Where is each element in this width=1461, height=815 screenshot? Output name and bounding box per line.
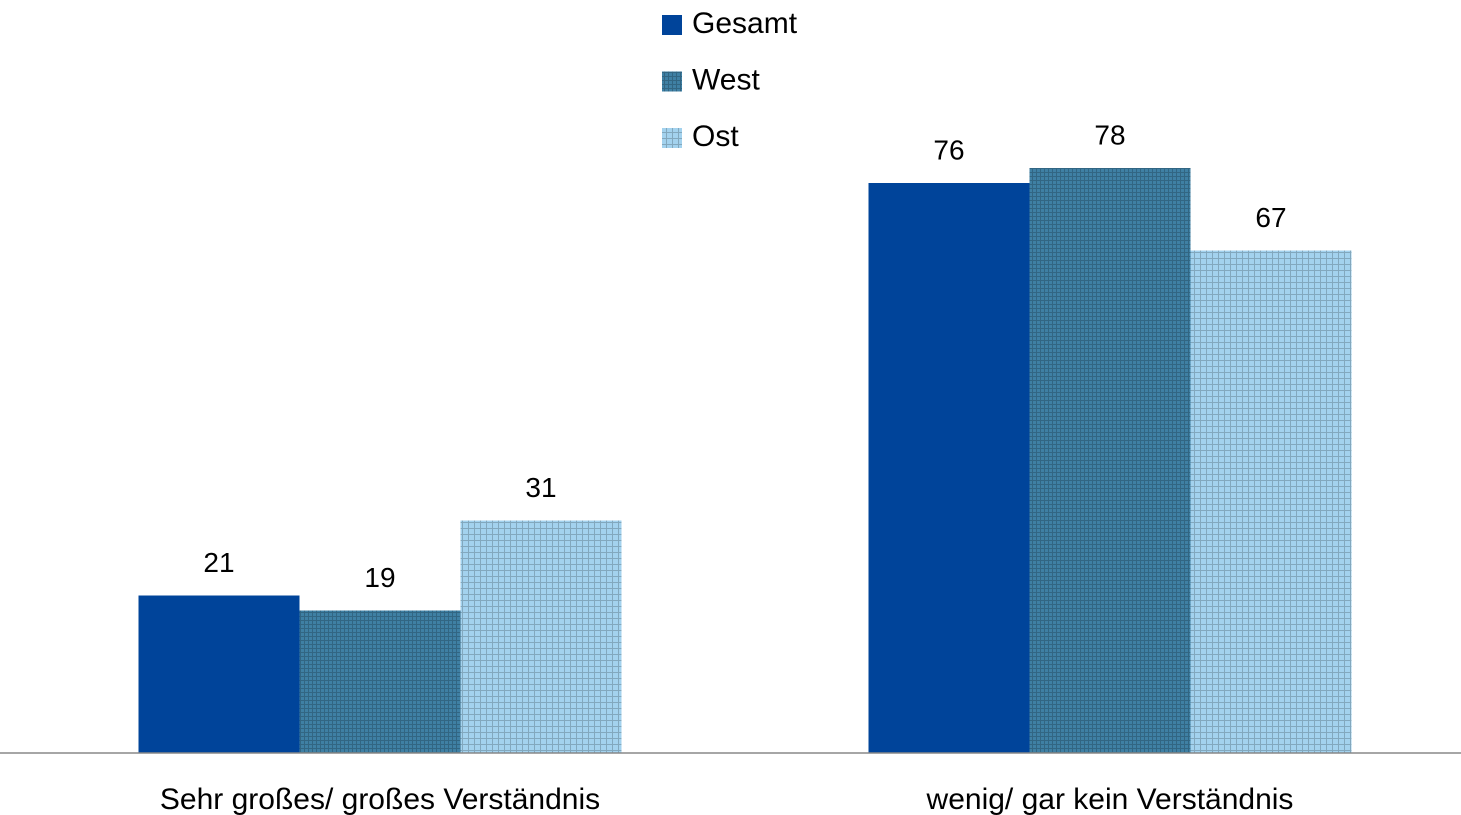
bar	[299, 610, 461, 753]
value-label: 21	[203, 547, 234, 578]
value-label: 78	[1094, 119, 1125, 150]
bar	[1029, 168, 1191, 753]
x-tick-label: Sehr großes/ großes Verständnis	[160, 783, 600, 815]
legend-swatch	[662, 71, 682, 92]
value-label: 67	[1255, 202, 1286, 233]
legend-label: Ost	[692, 120, 739, 153]
legend-swatch	[662, 128, 682, 148]
bar	[460, 520, 622, 753]
legend-swatch	[662, 15, 682, 35]
value-label: 76	[933, 134, 964, 165]
bar	[1190, 250, 1352, 753]
value-label: 19	[364, 562, 395, 593]
value-label: 31	[525, 472, 556, 503]
legend-label: Gesamt	[692, 7, 798, 40]
bar	[138, 595, 300, 753]
x-tick-label: wenig/ gar kein Verständnis	[926, 783, 1294, 815]
legend-label: West	[692, 63, 760, 96]
bar	[868, 183, 1030, 753]
